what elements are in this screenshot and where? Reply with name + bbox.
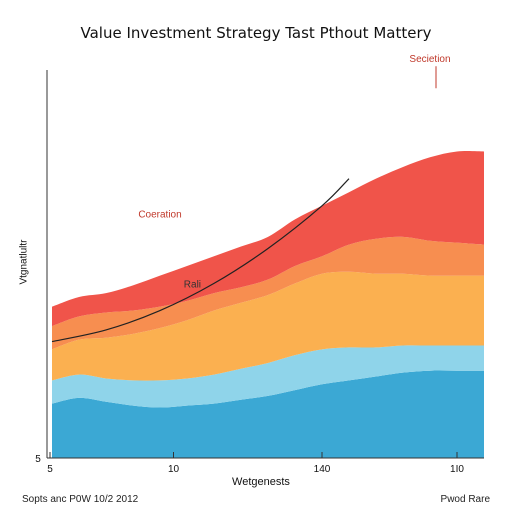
annotation-1: Secietion xyxy=(409,54,450,65)
x-tick-label-4: 1I0 xyxy=(450,464,464,475)
area-series-2 xyxy=(52,345,484,408)
footer-source-note: Sopts anc P0W 10/2 2012 xyxy=(22,494,139,505)
area-series-1 xyxy=(52,370,484,458)
annotation-3: Rali xyxy=(184,279,201,290)
area-series-4 xyxy=(52,236,484,350)
area-series-5 xyxy=(52,151,484,327)
annotations-group: Secietion Coeration Rali xyxy=(138,54,450,290)
footer-credit-note: Pwod Rare xyxy=(440,494,490,505)
area-series-3 xyxy=(52,271,484,381)
axes-group xyxy=(46,70,484,459)
x-tick-label-1: 5 xyxy=(47,464,53,475)
x-tick-label-2: 10 xyxy=(168,464,180,475)
y-tick-label-1: 5 xyxy=(35,454,41,465)
tick-labels: 5 10 140 1I0 5 xyxy=(35,452,464,475)
trend-line-group xyxy=(51,178,350,343)
x-tick-label-3: 140 xyxy=(314,464,331,475)
trend-line xyxy=(51,178,350,343)
x-axis-label: Wetgenests xyxy=(232,476,290,488)
area-layers xyxy=(52,151,484,458)
annotation-2: Coeration xyxy=(138,209,181,220)
chart-title: Value Investment Strategy Tast Pthout Ma… xyxy=(80,24,432,42)
